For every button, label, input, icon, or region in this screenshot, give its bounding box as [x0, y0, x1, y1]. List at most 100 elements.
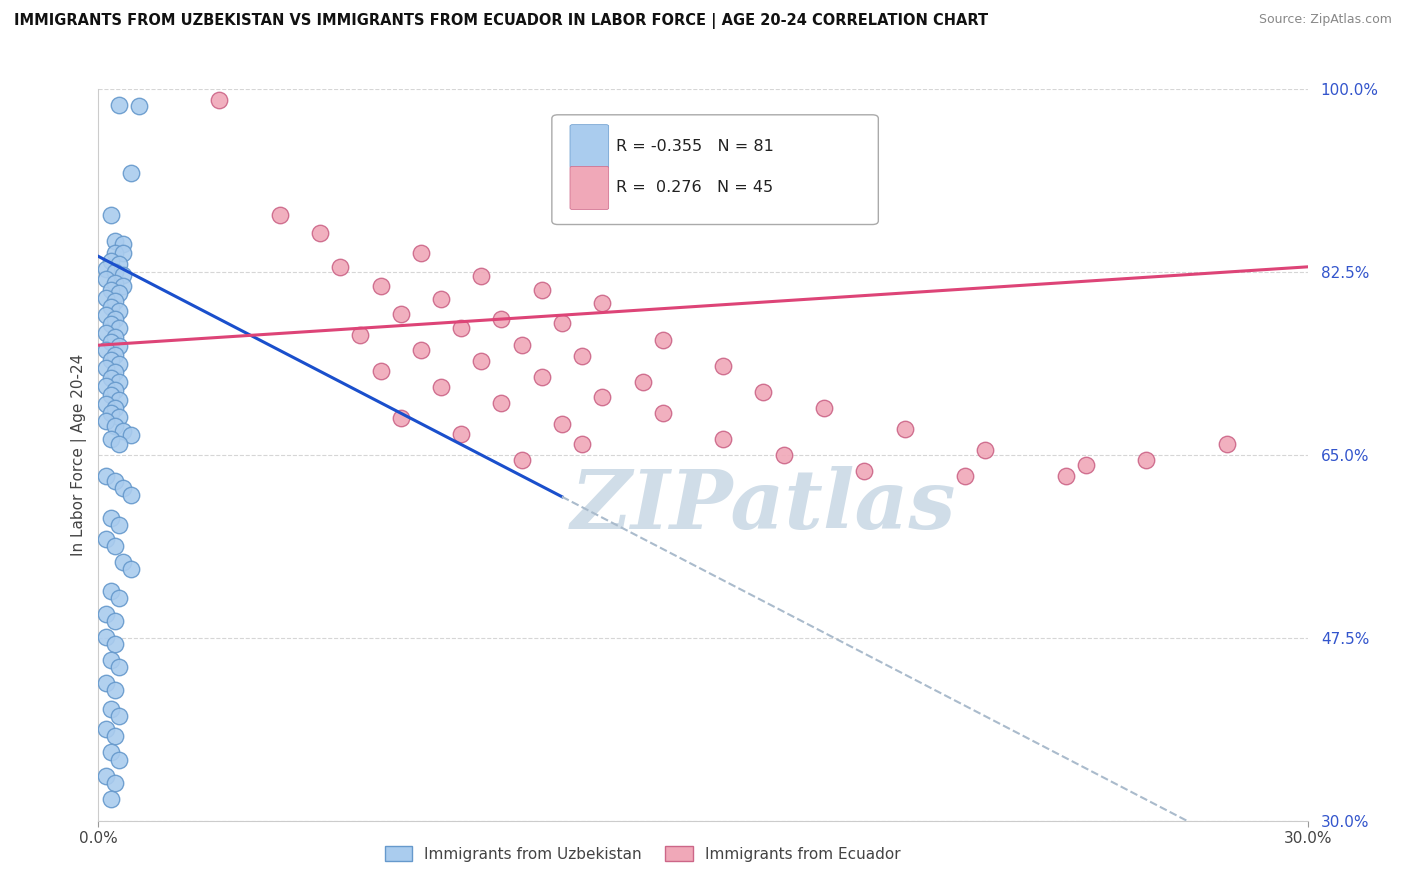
Point	[409, 343, 432, 358]
Point	[107, 98, 129, 112]
Point	[530, 369, 553, 384]
Point	[551, 316, 574, 330]
Point	[100, 791, 122, 805]
Point	[96, 468, 118, 483]
Point	[111, 268, 134, 283]
Y-axis label: In Labor Force | Age 20-24: In Labor Force | Age 20-24	[72, 354, 87, 556]
Point	[370, 364, 392, 378]
Point	[309, 227, 332, 241]
Point	[651, 406, 673, 420]
Point	[96, 308, 118, 322]
Point	[96, 343, 118, 358]
Point	[591, 391, 613, 405]
Point	[389, 411, 412, 425]
Point	[103, 276, 125, 290]
Point	[100, 318, 122, 332]
Point	[100, 300, 122, 314]
Point	[107, 660, 129, 674]
Point	[100, 352, 122, 367]
Point	[510, 453, 533, 467]
Point	[103, 614, 125, 628]
Point	[329, 260, 352, 274]
Point	[269, 208, 291, 222]
Point	[107, 303, 129, 318]
Point	[103, 330, 125, 344]
Point	[107, 285, 129, 300]
Point	[96, 326, 118, 340]
Text: ZIPatlas: ZIPatlas	[571, 467, 956, 546]
Point	[711, 359, 734, 373]
Point	[107, 753, 129, 767]
Point	[103, 246, 125, 260]
Point	[103, 401, 125, 415]
Point	[107, 437, 129, 451]
Point	[100, 745, 122, 759]
Point	[100, 510, 122, 524]
Point	[111, 424, 134, 438]
Point	[571, 349, 593, 363]
Point	[103, 365, 125, 379]
Point	[103, 294, 125, 309]
Point	[974, 442, 997, 457]
Text: IMMIGRANTS FROM UZBEKISTAN VS IMMIGRANTS FROM ECUADOR IN LABOR FORCE | AGE 20-24: IMMIGRANTS FROM UZBEKISTAN VS IMMIGRANTS…	[14, 13, 988, 29]
Point	[651, 333, 673, 347]
Point	[111, 246, 134, 260]
Point	[571, 437, 593, 451]
Point	[813, 401, 835, 415]
Point	[100, 702, 122, 716]
Point	[107, 257, 129, 271]
Point	[551, 417, 574, 431]
Point	[100, 283, 122, 297]
Point	[96, 261, 118, 276]
Point	[1054, 468, 1077, 483]
Point	[530, 283, 553, 297]
Point	[100, 370, 122, 384]
Point	[711, 432, 734, 446]
Legend: Immigrants from Uzbekistan, Immigrants from Ecuador: Immigrants from Uzbekistan, Immigrants f…	[378, 839, 907, 868]
Point	[430, 380, 453, 394]
Point	[107, 375, 129, 389]
FancyBboxPatch shape	[569, 167, 609, 210]
Point	[111, 236, 134, 251]
Point	[111, 278, 134, 293]
Point	[893, 422, 915, 436]
Point	[103, 683, 125, 698]
Point	[96, 361, 118, 376]
Point	[409, 246, 432, 260]
Point	[103, 729, 125, 743]
Point	[120, 488, 142, 502]
Point	[111, 481, 134, 495]
Point	[107, 357, 129, 371]
Point	[103, 637, 125, 651]
Point	[107, 392, 129, 407]
Point	[103, 418, 125, 433]
Point	[111, 554, 134, 568]
Point	[96, 675, 118, 690]
Point	[96, 415, 118, 429]
Point	[96, 607, 118, 621]
Point	[953, 468, 976, 483]
Point	[107, 339, 129, 353]
Point	[128, 99, 150, 113]
Point	[100, 388, 122, 402]
Point	[450, 321, 472, 335]
Point	[100, 253, 122, 268]
Point	[103, 265, 125, 279]
Point	[100, 406, 122, 420]
Point	[100, 583, 122, 598]
Point	[96, 630, 118, 644]
Point	[107, 591, 129, 605]
Point	[103, 312, 125, 326]
Point	[120, 166, 142, 180]
Point	[120, 428, 142, 442]
Point	[96, 532, 118, 546]
Point	[103, 234, 125, 248]
Point	[752, 385, 775, 400]
Point	[103, 474, 125, 488]
Point	[96, 769, 118, 783]
Point	[96, 397, 118, 411]
Point	[349, 327, 371, 342]
Point	[1074, 458, 1097, 473]
Point	[772, 448, 794, 462]
Point	[96, 379, 118, 393]
